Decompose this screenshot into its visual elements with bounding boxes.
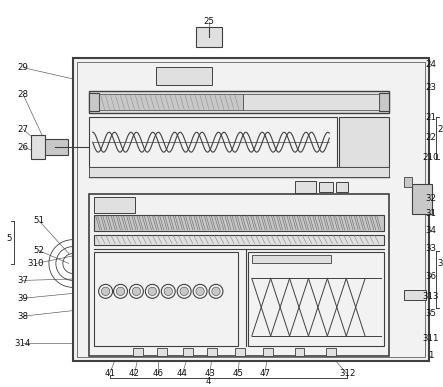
Bar bbox=[339, 117, 389, 167]
Text: 47: 47 bbox=[259, 369, 270, 378]
Circle shape bbox=[196, 287, 204, 296]
Text: 29: 29 bbox=[18, 63, 28, 72]
Bar bbox=[73, 58, 429, 361]
Text: 310: 310 bbox=[28, 259, 44, 268]
Text: 22: 22 bbox=[425, 133, 436, 142]
Text: 32: 32 bbox=[425, 194, 436, 203]
Text: 35: 35 bbox=[425, 309, 436, 318]
Bar bbox=[207, 348, 217, 356]
Circle shape bbox=[164, 287, 172, 296]
Bar bbox=[196, 27, 222, 47]
Text: 1: 1 bbox=[428, 351, 434, 360]
Bar bbox=[243, 94, 379, 110]
Text: 37: 37 bbox=[18, 276, 29, 285]
Text: 51: 51 bbox=[34, 216, 44, 225]
Bar bbox=[31, 135, 45, 159]
Bar bbox=[93, 235, 384, 245]
Text: 39: 39 bbox=[18, 294, 28, 303]
Text: 313: 313 bbox=[423, 292, 439, 301]
Text: 46: 46 bbox=[153, 369, 164, 378]
Bar bbox=[89, 91, 389, 113]
Bar bbox=[412, 184, 432, 214]
Bar bbox=[404, 177, 412, 187]
Text: 41: 41 bbox=[104, 369, 115, 378]
Text: 4: 4 bbox=[205, 377, 211, 386]
Bar bbox=[77, 62, 425, 357]
Text: 23: 23 bbox=[425, 83, 436, 92]
Bar bbox=[156, 67, 212, 84]
Bar bbox=[263, 348, 272, 356]
Circle shape bbox=[148, 287, 156, 296]
Text: 312: 312 bbox=[339, 369, 355, 378]
Bar bbox=[89, 117, 337, 167]
Bar bbox=[89, 94, 99, 111]
Text: 43: 43 bbox=[205, 369, 215, 378]
Text: 5: 5 bbox=[6, 234, 12, 243]
Text: 36: 36 bbox=[425, 272, 436, 281]
Bar bbox=[99, 94, 243, 110]
Text: 210: 210 bbox=[423, 152, 439, 162]
Text: 52: 52 bbox=[34, 246, 44, 255]
Circle shape bbox=[180, 287, 188, 296]
Text: 24: 24 bbox=[425, 60, 436, 69]
Text: 314: 314 bbox=[15, 339, 31, 348]
Circle shape bbox=[117, 287, 124, 296]
Text: 27: 27 bbox=[18, 125, 29, 134]
Text: 38: 38 bbox=[18, 312, 29, 321]
Bar bbox=[336, 182, 348, 192]
Circle shape bbox=[212, 287, 220, 296]
Bar bbox=[252, 255, 331, 262]
Circle shape bbox=[132, 287, 140, 296]
Text: 25: 25 bbox=[203, 17, 214, 26]
Text: 21: 21 bbox=[425, 113, 436, 122]
Bar bbox=[319, 182, 333, 192]
Bar bbox=[93, 197, 136, 213]
Text: 3: 3 bbox=[437, 259, 443, 268]
Text: 42: 42 bbox=[129, 369, 140, 378]
Bar bbox=[93, 215, 384, 231]
Bar bbox=[183, 348, 193, 356]
Bar bbox=[89, 194, 389, 356]
Bar bbox=[295, 348, 304, 356]
Text: 28: 28 bbox=[18, 90, 29, 99]
Circle shape bbox=[101, 287, 110, 296]
Bar bbox=[133, 348, 144, 356]
Text: 311: 311 bbox=[423, 334, 439, 342]
Text: 44: 44 bbox=[177, 369, 188, 378]
Bar bbox=[326, 348, 336, 356]
Bar bbox=[157, 348, 167, 356]
Text: 26: 26 bbox=[18, 143, 29, 152]
Text: 31: 31 bbox=[425, 209, 436, 218]
Text: 33: 33 bbox=[425, 244, 436, 253]
Bar bbox=[89, 167, 389, 177]
Text: 2: 2 bbox=[437, 125, 443, 134]
Bar bbox=[93, 252, 238, 346]
Bar bbox=[235, 348, 245, 356]
Text: 45: 45 bbox=[233, 369, 243, 378]
Text: 34: 34 bbox=[425, 226, 436, 235]
Bar bbox=[248, 252, 384, 346]
Bar bbox=[404, 290, 426, 300]
Bar bbox=[379, 94, 389, 111]
Bar bbox=[44, 139, 68, 155]
Bar bbox=[295, 181, 316, 193]
